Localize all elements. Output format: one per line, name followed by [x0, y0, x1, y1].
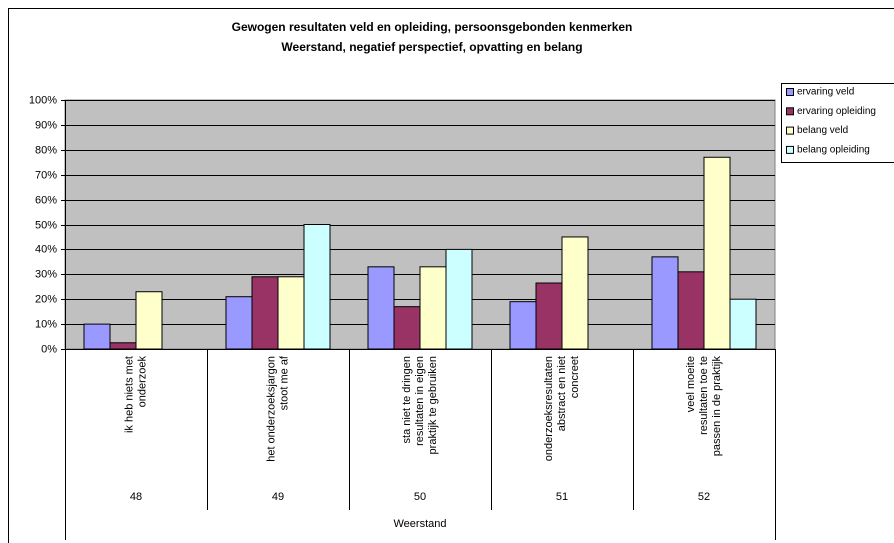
- legend-label: belang opleiding: [797, 145, 870, 156]
- x-tick-label: resultaten toe te: [698, 356, 710, 435]
- category-code: 50: [414, 491, 426, 503]
- legend-label: ervaring veld: [797, 87, 854, 98]
- bar: [419, 266, 447, 350]
- bar: [651, 256, 679, 350]
- bar: [729, 298, 757, 350]
- x-tick-label: praktijk te gebruiken: [427, 356, 439, 454]
- bar: [393, 306, 421, 350]
- bar: [677, 271, 705, 350]
- x-tick-label: passen in de praktijk: [711, 356, 723, 457]
- legend-swatch: [786, 126, 794, 135]
- y-tick-label: 0%: [41, 343, 57, 355]
- bar: [303, 224, 331, 350]
- chart-title: Gewogen resultaten veld en opleiding, pe…: [232, 20, 633, 34]
- y-tick-label: 50%: [35, 219, 57, 231]
- y-tick-label: 90%: [35, 119, 57, 131]
- bar: [251, 276, 279, 350]
- x-tick-label: stoot me af: [278, 355, 290, 410]
- y-tick-label: 30%: [35, 268, 57, 280]
- bar: [277, 276, 305, 350]
- y-tick-label: 70%: [35, 169, 57, 181]
- bar: [509, 301, 537, 350]
- y-tick-label: 20%: [35, 293, 57, 305]
- category-code: 52: [698, 491, 710, 503]
- category-code: 49: [272, 491, 284, 503]
- category-code: 51: [556, 491, 568, 503]
- x-tick-label: het onderzoeksjargon: [265, 356, 277, 462]
- category-code: 48: [130, 491, 142, 503]
- bar: [225, 296, 253, 350]
- bar: [535, 282, 563, 350]
- legend-swatch: [786, 107, 794, 116]
- legend-box: [781, 83, 894, 163]
- y-tick-label: 10%: [35, 318, 57, 330]
- group-label: Weerstand: [394, 518, 447, 530]
- bar: [367, 266, 395, 350]
- x-tick-label: onderzoeksresultaten: [543, 356, 555, 461]
- y-tick-label: 100%: [29, 94, 57, 106]
- x-tick-label: abstract en niet: [556, 356, 568, 431]
- chart-title: Weerstand, negatief perspectief, opvatti…: [281, 40, 582, 54]
- legend-label: belang veld: [797, 125, 848, 136]
- x-tick-label: onderzoek: [136, 356, 148, 408]
- bar: [703, 156, 731, 350]
- y-tick-label: 40%: [35, 243, 57, 255]
- legend-swatch: [786, 145, 794, 154]
- x-tick-label: sta niet te dringen: [401, 356, 413, 443]
- bar: [561, 236, 589, 350]
- x-tick-label: concreet: [569, 356, 581, 398]
- bar: [109, 342, 137, 350]
- x-tick-label: ik heb niets met: [123, 356, 135, 433]
- bar: [135, 291, 163, 350]
- y-tick-label: 60%: [35, 194, 57, 206]
- bar: [445, 248, 473, 350]
- x-tick-label: veel moeite: [685, 356, 697, 412]
- x-tick-label: resultaten in eigen: [414, 356, 426, 446]
- legend-label: ervaring opleiding: [797, 106, 876, 117]
- y-tick-label: 80%: [35, 144, 57, 156]
- bar: [83, 323, 111, 350]
- legend-swatch: [786, 88, 794, 96]
